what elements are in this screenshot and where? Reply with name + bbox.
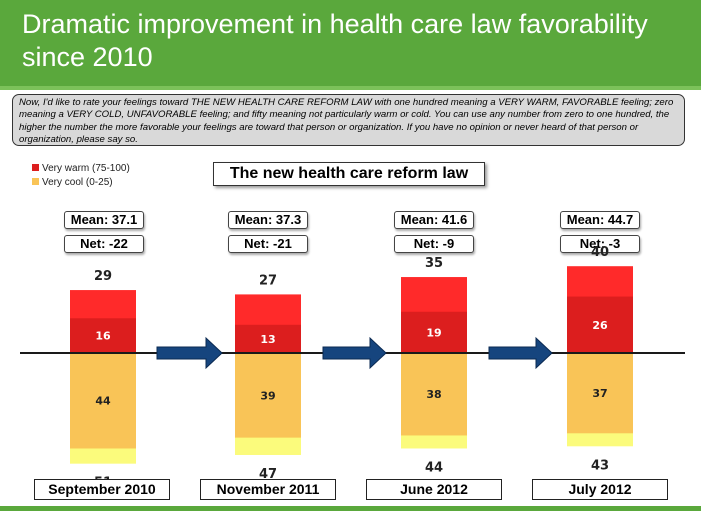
bar-very-cool-jul-2012 (567, 353, 633, 434)
category-label-jun-2012: June 2012 (366, 479, 502, 500)
data-label-very-cool-jul-2012: 37 (592, 387, 607, 400)
data-label-total-warm-sep-2010: 29 (94, 269, 112, 284)
net-label-sep-2010: Net: -22 (64, 235, 144, 253)
legend-label-very-warm: Very warm (75-100) (42, 163, 130, 174)
category-label-nov-2011: November 2011 (200, 479, 336, 500)
bar-very-warm-sep-2010 (70, 318, 136, 353)
data-label-very-cool-nov-2011: 39 (260, 389, 275, 402)
arrow-nov-to-jun (322, 336, 387, 370)
bar-very-cool-jun-2012 (401, 353, 467, 436)
data-label-very-warm-sep-2010: 16 (95, 330, 111, 343)
data-label-total-warm-jun-2012: 35 (425, 256, 443, 271)
data-label-total-warm-jul-2012: 40 (591, 245, 609, 260)
header-banner: Dramatic improvement in health care law … (0, 0, 701, 90)
net-label-nov-2011: Net: -21 (228, 235, 308, 253)
net-label-jun-2012: Net: -9 (394, 235, 474, 253)
data-label-total-cool-nov-2011: 47 (259, 467, 277, 482)
page-title: Dramatic improvement in health care law … (22, 9, 648, 72)
mean-label-nov-2011: Mean: 37.3 (228, 211, 308, 229)
data-label-total-warm-nov-2011: 27 (259, 273, 277, 288)
legend-swatch-very-warm (32, 164, 39, 171)
bar-very-warm-jul-2012 (567, 296, 633, 353)
chart-title: The new health care reform law (213, 162, 485, 186)
mean-label-jul-2012: Mean: 44.7 (560, 211, 640, 229)
bar-very-cool-nov-2011 (235, 353, 301, 438)
arrow-sep-to-nov (156, 336, 223, 370)
bar-very-cool-sep-2010 (70, 353, 136, 449)
bar-very-warm-nov-2011 (235, 324, 301, 353)
data-label-very-warm-jun-2012: 19 (426, 326, 441, 339)
question-text: Now, I'd like to rate your feelings towa… (12, 94, 685, 146)
arrow-jun-to-jul (488, 336, 553, 370)
data-label-total-cool-jun-2012: 44 (425, 460, 443, 475)
legend-label-very-cool: Very cool (0-25) (42, 177, 113, 188)
footer-bar (0, 506, 701, 511)
net-label-jul-2012: Net: -3 (560, 235, 640, 253)
data-label-very-cool-sep-2010: 44 (95, 395, 111, 408)
legend-item-very-cool: Very cool (0-25) (32, 176, 130, 190)
data-label-very-cool-jun-2012: 38 (426, 388, 441, 401)
mean-label-jun-2012: Mean: 41.6 (394, 211, 474, 229)
mean-label-sep-2010: Mean: 37.1 (64, 211, 144, 229)
data-label-total-cool-jul-2012: 43 (591, 458, 609, 473)
legend: Very warm (75-100) Very cool (0-25) (32, 162, 130, 190)
category-label-sep-2010: September 2010 (34, 479, 170, 500)
header-stripe (0, 86, 701, 90)
data-label-very-warm-nov-2011: 13 (260, 333, 275, 346)
legend-item-very-warm: Very warm (75-100) (32, 162, 130, 176)
category-label-jul-2012: July 2012 (532, 479, 668, 500)
legend-swatch-very-cool (32, 178, 39, 185)
bar-very-warm-jun-2012 (401, 311, 467, 353)
data-label-very-warm-jul-2012: 26 (592, 319, 608, 332)
